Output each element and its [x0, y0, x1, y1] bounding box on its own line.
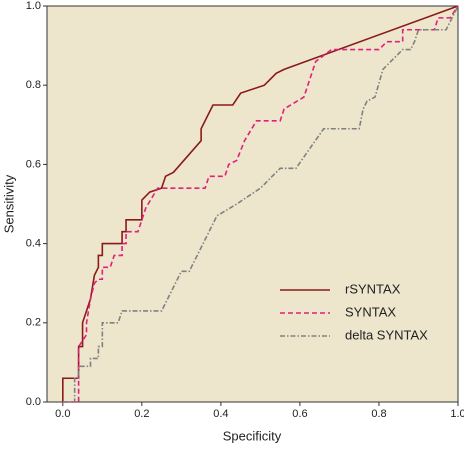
y-tick-label: 1.0 [26, 0, 41, 12]
x-tick-label: 1.0 [450, 408, 464, 420]
x-tick-label: 0.4 [213, 408, 228, 420]
y-tick-label: 0.2 [26, 317, 41, 329]
y-tick-label: 0.4 [26, 238, 41, 250]
legend-label: SYNTAX [345, 304, 396, 319]
roc-line [62, 5, 459, 403]
x-tick-label: 0.2 [134, 408, 149, 420]
x-axis-title: Specificity [223, 428, 282, 443]
y-tick-label: 0.8 [26, 79, 41, 91]
y-tick-label: 0.0 [26, 396, 41, 408]
legend-label: rSYNTAX [345, 281, 401, 296]
x-tick-label: 0.6 [292, 408, 307, 420]
x-tick-label: 0.0 [55, 408, 70, 420]
legend-label: delta SYNTAX [345, 327, 428, 342]
roc-line [62, 5, 459, 403]
y-tick-label: 0.6 [26, 158, 41, 170]
x-tick-label: 0.8 [371, 408, 386, 420]
roc-line [62, 5, 459, 402]
y-axis-title: Sensitivity [1, 174, 16, 233]
plot-area [46, 5, 459, 403]
